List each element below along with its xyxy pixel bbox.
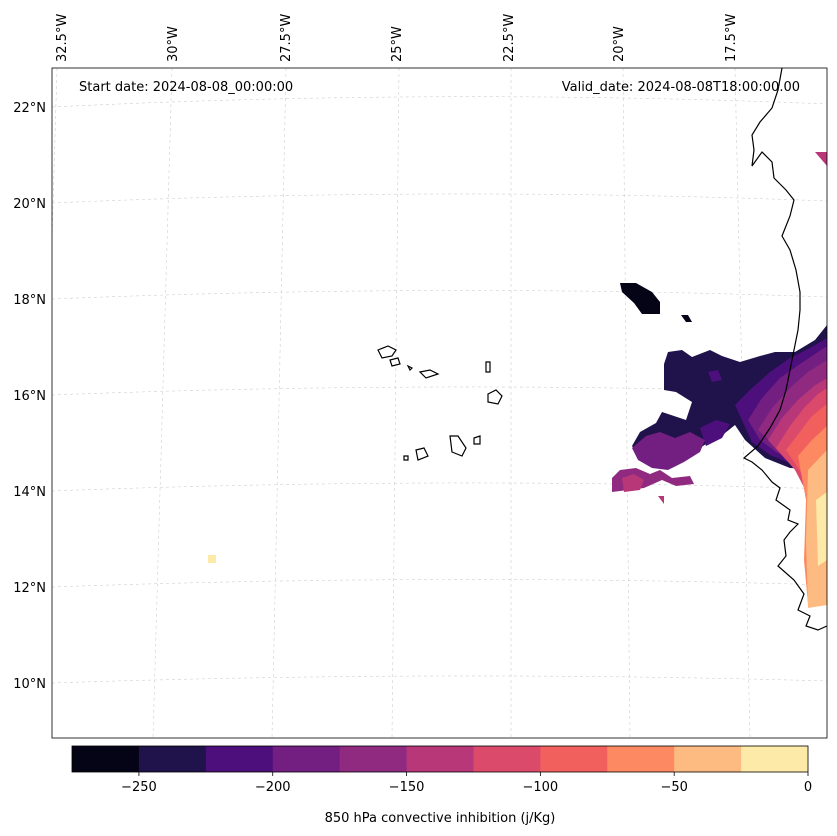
- colorbar-tick: −100: [523, 780, 559, 795]
- latitude-labels: 22°N 20°N 18°N 16°N 14°N 12°N 10°N: [13, 101, 46, 692]
- valid-date-label: Valid_date: 2024-08-08T18:00:00.00: [562, 80, 800, 95]
- lon-label: 25°W: [390, 26, 405, 62]
- colorbar-segment: [540, 746, 608, 772]
- fogo-island: [415, 447, 429, 461]
- map-frame: [51, 67, 828, 739]
- africa-coastline: [742, 67, 828, 631]
- lon-label: 27.5°W: [279, 14, 294, 62]
- longitude-labels: 32.5°W 30°W 27.5°W 25°W 22.5°W 20°W 17.5…: [55, 14, 739, 62]
- lat-label: 16°N: [13, 389, 46, 404]
- colorbar-segment: [473, 746, 541, 772]
- cin-region-purple-west: [700, 420, 730, 446]
- colorbar-frame: [71, 745, 809, 773]
- colorbar-segment: [406, 746, 474, 772]
- sao-nicolau-island: [418, 369, 440, 379]
- colorbar-label: 850 hPa convective inhibition (j/Kg): [325, 811, 556, 826]
- cin-region-rose: [622, 474, 644, 492]
- cin-region-dark: [620, 283, 660, 314]
- colorbar-tick: −250: [121, 780, 157, 795]
- lat-label: 10°N: [13, 677, 46, 692]
- sao-vicente-island: [389, 357, 401, 367]
- lon-label: 22.5°W: [502, 14, 517, 62]
- lat-label: 22°N: [13, 101, 46, 116]
- brava-island: [403, 455, 409, 461]
- colorbar-segment: [138, 746, 207, 772]
- cin-region-top-right: [815, 152, 827, 166]
- cin-region-isolated: [208, 555, 216, 563]
- lon-label: 20°W: [612, 26, 627, 62]
- cin-region-speck: [681, 315, 692, 322]
- colorbar-segment: [741, 746, 809, 772]
- cin-region-purple-spot: [708, 370, 722, 382]
- colorbar-tick: −200: [255, 780, 291, 795]
- cin-region-peach: [806, 450, 827, 608]
- colorbar-segment: [72, 746, 140, 772]
- cin-region-pale: [816, 492, 827, 566]
- colorbar-segment: [674, 746, 742, 772]
- lat-label: 14°N: [13, 485, 46, 500]
- cin-region-small: [658, 496, 664, 504]
- colorbar-ticks: −250 −200 −150 −100 −50 0: [121, 780, 812, 795]
- maio-island: [473, 435, 481, 445]
- santiago-island: [449, 435, 467, 457]
- colorbar-segment: [607, 746, 675, 772]
- sal-island: [485, 361, 491, 373]
- colorbar-segment: [272, 746, 341, 772]
- lon-label: 30°W: [166, 26, 181, 62]
- santo-antao-island: [377, 345, 397, 359]
- lon-label: 17.5°W: [724, 14, 739, 62]
- lat-label: 12°N: [13, 581, 46, 596]
- colorbar-tick: 0: [804, 780, 812, 795]
- colorbar-segment: [339, 746, 408, 772]
- lat-label: 20°N: [13, 197, 46, 212]
- lon-label: 32.5°W: [55, 14, 70, 62]
- santa-luzia-island: [406, 364, 414, 372]
- cin-filled-contours: [208, 152, 827, 608]
- cin-region-violet: [632, 432, 705, 470]
- colorbar: [71, 745, 809, 776]
- boa-vista-island: [487, 389, 503, 405]
- colorbar-segment: [205, 746, 274, 772]
- coastlines: [377, 67, 828, 631]
- lat-label: 18°N: [13, 293, 46, 308]
- graticule-lines: [51, 67, 828, 739]
- colorbar-tick: −50: [660, 780, 687, 795]
- colorbar-tick: −150: [389, 780, 425, 795]
- start-date-label: Start date: 2024-08-08_00:00:00: [79, 80, 293, 95]
